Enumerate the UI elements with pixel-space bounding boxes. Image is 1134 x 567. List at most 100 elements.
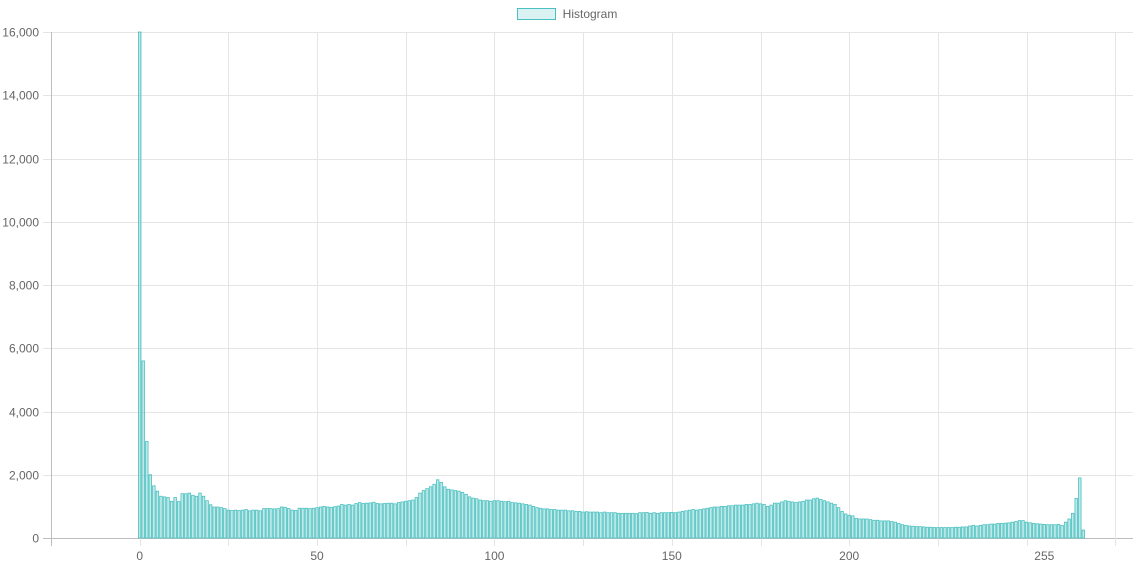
histogram-bar <box>631 512 635 539</box>
histogram-bar <box>638 512 642 539</box>
x-tick-label: 100 <box>484 549 504 563</box>
histogram-bar <box>964 526 968 539</box>
histogram-bar <box>726 505 731 539</box>
x-tick-label: 150 <box>662 549 682 563</box>
histogram-bar <box>326 506 330 539</box>
histogram-bar <box>968 525 972 539</box>
y-tick-label: 8,000 <box>9 279 39 293</box>
histogram-bar <box>496 500 500 539</box>
histogram-bar <box>308 508 312 539</box>
histogram-bar <box>961 526 965 539</box>
histogram-bar <box>553 509 557 539</box>
histogram-bar <box>237 510 241 539</box>
histogram-bar <box>1031 523 1036 539</box>
histogram-bar <box>570 510 575 539</box>
histogram-bar <box>460 492 465 539</box>
histogram-bar <box>421 490 426 539</box>
histogram-bar <box>918 526 922 539</box>
histogram-bar <box>1074 498 1078 539</box>
histogram-bar <box>883 520 887 539</box>
histogram-bar <box>1042 524 1046 539</box>
histogram-bar <box>655 512 660 539</box>
histogram-bar <box>797 501 802 539</box>
histogram-bar <box>425 488 429 539</box>
histogram-bar <box>620 512 624 539</box>
histogram-bar <box>510 502 514 539</box>
histogram-bar <box>489 500 493 539</box>
histogram-bar <box>389 502 394 539</box>
histogram-bar <box>365 502 369 539</box>
histogram-bar <box>634 513 639 539</box>
histogram-bar <box>531 505 536 539</box>
histogram-bar <box>166 497 170 539</box>
histogram-bar <box>794 502 798 539</box>
histogram-bar <box>1024 521 1029 539</box>
histogram-bar <box>804 499 809 539</box>
histogram-bar <box>702 508 706 539</box>
histogram-bar <box>854 517 858 539</box>
legend-swatch-histogram[interactable] <box>516 8 556 20</box>
histogram-bar <box>843 513 848 539</box>
histogram-bar <box>251 509 255 539</box>
y-tick-label: 16,000 <box>2 26 39 40</box>
histogram-bar <box>453 490 458 539</box>
histogram-bar <box>567 510 571 539</box>
histogram-bar <box>865 518 869 539</box>
histogram-bar <box>847 514 851 539</box>
histogram-bar <box>159 495 163 539</box>
histogram-bar <box>886 520 890 539</box>
histogram-bar <box>155 490 160 539</box>
histogram-bar <box>687 509 692 539</box>
histogram-bar <box>851 515 855 539</box>
histogram-bar <box>716 506 720 539</box>
histogram-bar <box>982 524 986 539</box>
histogram-bar <box>719 505 724 539</box>
histogram-bar <box>670 511 674 539</box>
y-tick-label: 4,000 <box>9 406 39 420</box>
histogram-bar <box>1053 524 1057 539</box>
histogram-bar <box>911 525 915 539</box>
histogram-bar <box>265 508 270 539</box>
histogram-bar <box>808 499 812 539</box>
histogram-bar <box>1028 522 1032 539</box>
histogram-bar <box>932 527 937 539</box>
histogram-bar <box>1060 524 1064 539</box>
histogram-bar <box>212 506 216 539</box>
histogram-bar <box>599 512 603 539</box>
histogram-bar <box>1081 529 1086 539</box>
histogram-bar <box>244 509 248 539</box>
histogram-bar <box>418 492 422 539</box>
histogram-bar <box>975 525 979 539</box>
histogram-bar <box>294 510 298 539</box>
histogram-bar <box>627 512 631 539</box>
histogram-bar <box>900 524 905 539</box>
histogram-bar <box>648 512 653 539</box>
histogram-bar <box>517 502 521 539</box>
histogram-bar <box>262 508 266 539</box>
histogram-bar <box>201 495 206 539</box>
histogram-bar <box>329 506 333 539</box>
histogram-bar <box>765 505 770 539</box>
histogram-bar <box>269 508 273 539</box>
histogram-bar <box>1071 512 1075 539</box>
histogram-bar <box>169 500 174 539</box>
histogram-bar <box>439 481 443 539</box>
x-tick-label: 0 <box>136 549 143 563</box>
histogram-bar <box>971 524 976 539</box>
histogram-bar <box>350 504 355 539</box>
histogram-bar <box>219 507 223 539</box>
histogram-bar <box>737 504 741 539</box>
histogram-bar <box>992 523 997 539</box>
histogram-bar <box>957 526 961 539</box>
histogram-bar <box>152 485 156 539</box>
histogram-bar <box>322 505 326 539</box>
histogram-bar <box>819 499 823 539</box>
histogram-bar <box>780 501 784 539</box>
histogram-bar <box>946 527 951 539</box>
histogram-bar <box>943 527 947 539</box>
histogram-bar <box>595 511 599 539</box>
histogram-bar <box>382 503 387 539</box>
histogram-bar <box>287 508 291 539</box>
histogram-bar <box>858 518 862 539</box>
